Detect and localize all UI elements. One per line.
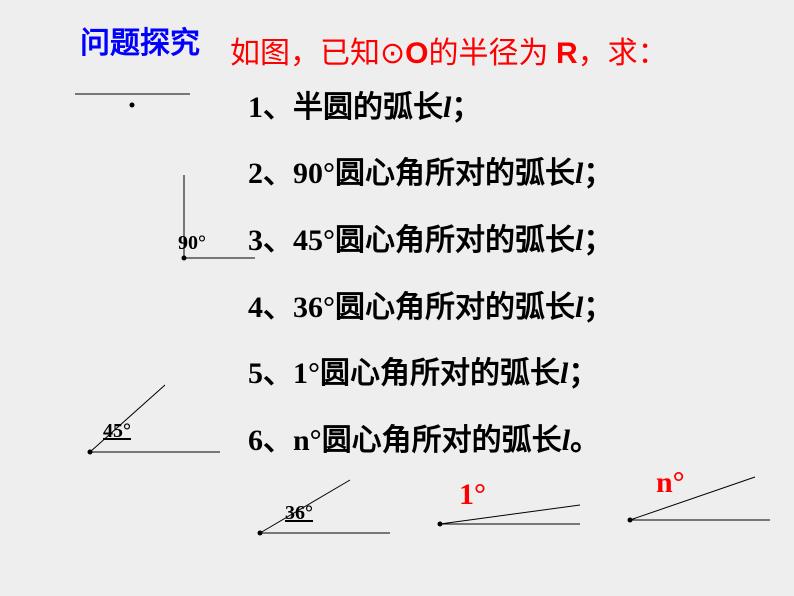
intro-circle: ⊙ xyxy=(380,37,405,70)
label-1: 1° xyxy=(459,478,486,512)
item-3: 3、45°圆心角所对的弧长l； xyxy=(248,215,613,259)
intro-o: O xyxy=(405,37,428,70)
item-6-text: 圆心角所对的弧长 xyxy=(322,424,562,457)
intro-r: R xyxy=(556,37,578,70)
item-6-num: 6、n° xyxy=(248,424,322,457)
label-45: 45° xyxy=(103,420,131,443)
item-3-text: 圆心角所对的弧长 xyxy=(335,224,575,257)
item-3-num: 3、45° xyxy=(248,224,335,257)
label-n: n° xyxy=(656,466,685,500)
item-5: 5、1°圆心角所对的弧长l； xyxy=(248,348,598,392)
item-3-end: ； xyxy=(583,224,613,257)
item-6-l: l xyxy=(562,424,570,457)
item-2: 2、90°圆心角所对的弧长l； xyxy=(248,148,613,192)
item-4-text: 圆心角所对的弧长 xyxy=(335,291,575,324)
item-2-num: 2、90° xyxy=(248,157,335,190)
item-2-end: ； xyxy=(583,157,613,190)
intro-part2: 的半径为 xyxy=(428,37,556,70)
diagram-n xyxy=(620,472,780,532)
item-1-text: 半圆的弧长 xyxy=(293,91,443,124)
intro-text: 如图，已知⊙O的半径为 R，求： xyxy=(230,28,668,72)
item-6-end: 。 xyxy=(570,424,600,457)
item-1-num: 1、 xyxy=(248,91,293,124)
item-2-text: 圆心角所对的弧长 xyxy=(335,157,575,190)
item-4-end: ； xyxy=(583,291,613,324)
intro-part1: 如图，已知 xyxy=(230,37,380,70)
item-1: 1、半圆的弧长l； xyxy=(248,82,481,126)
item-5-text: 圆心角所对的弧长 xyxy=(320,357,560,390)
diagram-36 xyxy=(250,475,400,545)
label-36: 36° xyxy=(285,502,313,525)
item-6: 6、n°圆心角所对的弧长l。 xyxy=(248,415,600,459)
diagram-180 xyxy=(70,80,200,120)
item-4: 4、36°圆心角所对的弧长l； xyxy=(248,282,613,326)
diagram-1 xyxy=(430,480,590,535)
item-1-end: ； xyxy=(451,91,481,124)
intro-part3: ，求： xyxy=(578,37,668,70)
page-title: 问题探究 xyxy=(80,18,200,62)
item-5-num: 5、1° xyxy=(248,357,320,390)
label-90: 90° xyxy=(178,232,206,255)
item-4-num: 4、36° xyxy=(248,291,335,324)
item-5-end: ； xyxy=(568,357,598,390)
